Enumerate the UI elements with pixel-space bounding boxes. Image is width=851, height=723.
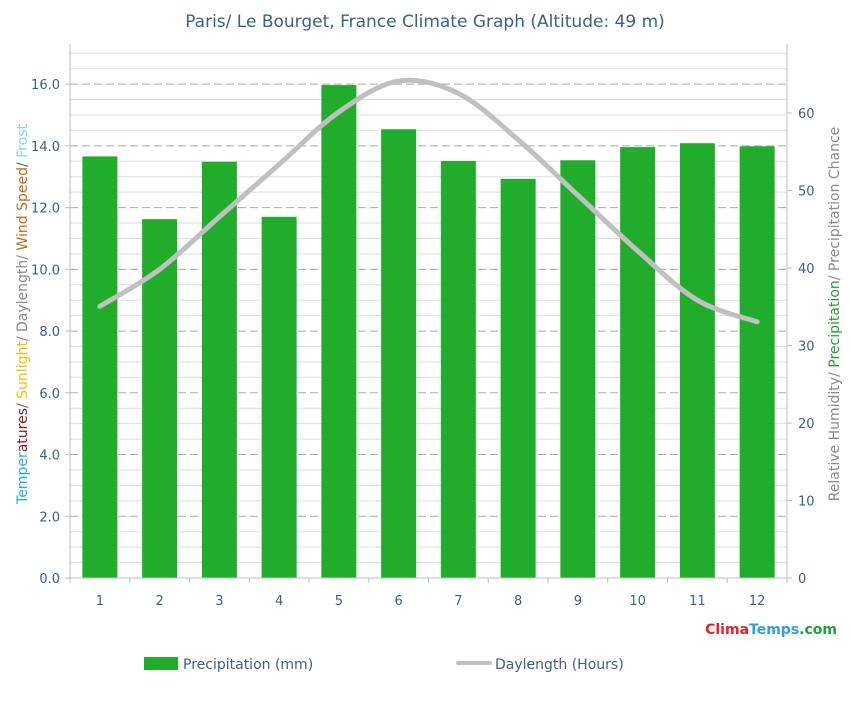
watermark-part3: .com <box>799 622 837 638</box>
axis-label-part: atures <box>15 408 31 452</box>
axis-label-part: / Precipitation Chance <box>827 127 843 281</box>
climatemps-watermark: ClimaTemps.com <box>705 622 837 638</box>
axis-label-part: / <box>827 368 843 377</box>
precipitation-bar-6 <box>381 129 417 578</box>
precipitation-bar-4 <box>261 216 297 579</box>
left-tick-label: 8.0 <box>39 325 60 340</box>
x-axis-ticks: 1 2 3 4 5 6 7 8 9 10 11 12 <box>69 578 788 609</box>
precipitation-bars <box>82 85 775 579</box>
right-tick-label: 40 <box>798 262 815 277</box>
legend-label-daylength: Daylength (Hours) <box>495 657 624 673</box>
x-tick-label: 2 <box>155 594 163 609</box>
axis-label-part: Frost <box>15 124 31 158</box>
precipitation-bar-1 <box>82 156 118 579</box>
precipitation-bar-8 <box>500 178 536 578</box>
left-tick-label: 6.0 <box>39 387 60 402</box>
left-tick-label: 2.0 <box>39 510 60 525</box>
left-axis-label: Temperatures/ Sunlight/ Daylength/ Wind … <box>15 124 31 505</box>
x-tick-label: 6 <box>394 594 402 609</box>
axis-label-part: / Daylength/ <box>15 251 31 342</box>
left-tick-label: 16.0 <box>31 78 60 93</box>
x-tick-label: 7 <box>454 594 462 609</box>
x-tick-label: 5 <box>335 594 343 609</box>
daylength-line-group <box>97 77 760 325</box>
left-tick-label: 14.0 <box>31 140 60 155</box>
precipitation-bar-12 <box>739 146 775 578</box>
left-axis-ticks: 0.0 2.0 4.0 6.0 8.0 10.0 12.0 14.0 16.0 <box>31 78 70 587</box>
precipitation-bar-2 <box>142 219 178 578</box>
right-axis-ticks: 0 10 20 30 40 50 60 <box>787 107 815 587</box>
legend-label-precipitation: Precipitation (mm) <box>183 657 313 673</box>
axes <box>69 44 788 579</box>
precipitation-bar-3 <box>201 161 237 578</box>
legend-swatch-precipitation <box>144 657 178 670</box>
precipitation-bar-9 <box>560 160 596 579</box>
x-tick-label: 1 <box>96 594 104 609</box>
watermark-part1: Clima <box>705 622 749 638</box>
left-tick-label: 0.0 <box>39 572 60 587</box>
right-tick-label: 60 <box>798 107 815 122</box>
watermark-part2: Temps <box>749 622 799 638</box>
x-tick-label: 3 <box>215 594 223 609</box>
left-tick-label: 10.0 <box>31 263 60 278</box>
x-tick-label: 11 <box>689 594 706 609</box>
right-axis-label: Relative Humidity/ Precipitation/ Precip… <box>827 127 843 502</box>
axis-label-part: / <box>15 399 31 408</box>
axis-label-part: Temper <box>15 452 31 505</box>
chart-title: Paris/ Le Bourget, France Climate Graph … <box>185 12 665 32</box>
precipitation-bar-11 <box>679 143 715 578</box>
x-tick-label: 4 <box>275 594 283 609</box>
x-tick-label: 12 <box>749 594 766 609</box>
axis-label-part: / <box>15 158 31 167</box>
left-tick-label: 12.0 <box>31 202 60 217</box>
axis-label-part: Precipitation <box>827 280 843 368</box>
precipitation-bar-5 <box>321 85 357 579</box>
x-tick-label: 8 <box>514 594 522 609</box>
right-tick-label: 50 <box>798 184 815 199</box>
x-tick-label: 9 <box>574 594 582 609</box>
right-tick-label: 10 <box>798 494 815 509</box>
precipitation-bar-10 <box>620 147 656 578</box>
daylength-line <box>97 77 760 325</box>
axis-label-part: Relative Humidity <box>827 377 843 501</box>
precipitation-bar-7 <box>440 161 476 579</box>
right-tick-label: 30 <box>798 339 815 354</box>
legend: Precipitation (mm) Daylength (Hours) <box>144 657 624 673</box>
axis-label-part: Wind Speed <box>15 167 31 251</box>
right-tick-label: 0 <box>798 572 806 587</box>
left-tick-label: 4.0 <box>39 449 60 464</box>
x-tick-label: 10 <box>629 594 646 609</box>
grid-lines <box>70 52 787 579</box>
axis-label-part: Sunlight <box>15 341 31 399</box>
right-tick-label: 20 <box>798 417 815 432</box>
